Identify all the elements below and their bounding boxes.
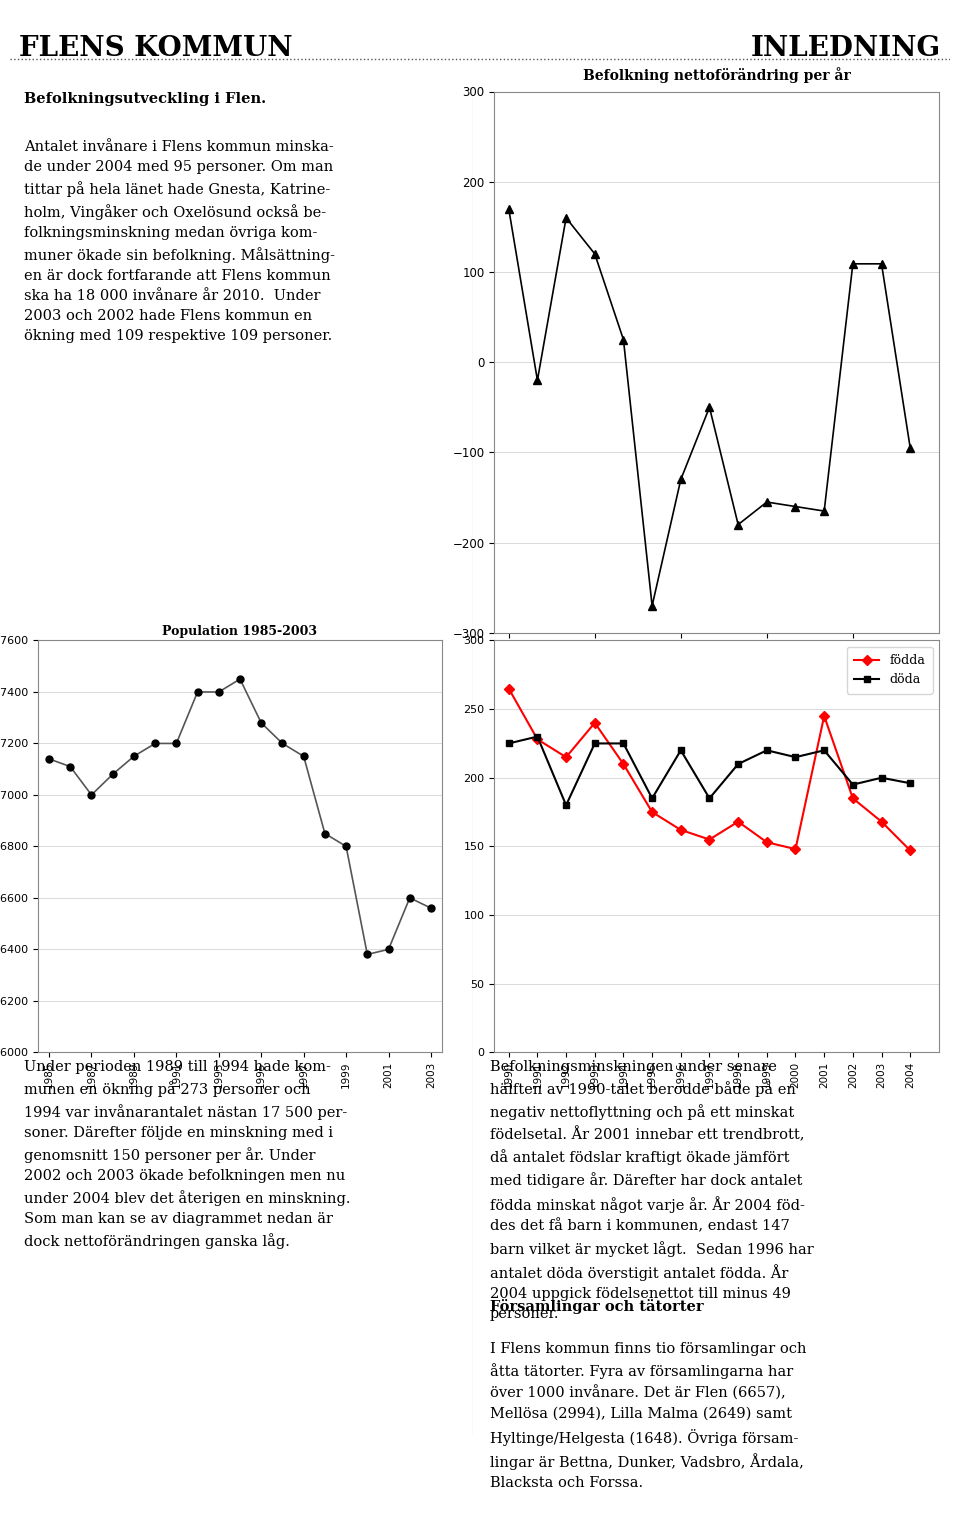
Legend: födda, döda: födda, döda: [847, 647, 932, 694]
Text: Antalet invånare i Flens kommun minska-
de under 2004 med 95 personer. Om man
ti: Antalet invånare i Flens kommun minska- …: [24, 140, 335, 343]
Title: Befolkning nettoförändring per år: Befolkning nettoförändring per år: [583, 67, 851, 84]
Title: Population 1985-2003: Population 1985-2003: [162, 625, 318, 637]
Line: födda: födda: [505, 685, 914, 854]
födda: [617, 755, 629, 773]
födda: [819, 706, 830, 724]
födda: [732, 813, 744, 831]
Text: I Flens kommun finns tio församlingar och
åtta tätorter. Fyra av församlingarna : I Flens kommun finns tio församlingar oc…: [490, 1342, 806, 1490]
födda: [904, 842, 916, 860]
Text: Församlingar och tätorter: Församlingar och tätorter: [490, 1299, 704, 1315]
födda: [532, 730, 543, 749]
Text: Befolkningsutveckling i Flen.: Befolkningsutveckling i Flen.: [24, 92, 266, 105]
döda: [646, 788, 658, 807]
födda: [704, 830, 715, 848]
döda: [617, 734, 629, 752]
födda: [790, 840, 802, 859]
födda: [847, 788, 858, 807]
döda: [675, 741, 686, 759]
döda: [847, 775, 858, 793]
födda: [675, 820, 686, 839]
födda: [761, 833, 773, 851]
döda: [503, 734, 515, 752]
döda: [761, 741, 773, 759]
döda: [790, 747, 802, 766]
födda: [503, 679, 515, 697]
Text: INLEDNING: INLEDNING: [751, 35, 941, 63]
döda: [819, 741, 830, 759]
födda: [646, 802, 658, 820]
döda: [732, 755, 744, 773]
döda: [904, 775, 916, 793]
födda: [876, 813, 887, 831]
födda: [561, 747, 572, 766]
Text: Befolkningsminskningen under senare
hälften av 1990-talet berodde både på en
neg: Befolkningsminskningen under senare hälf…: [490, 1060, 813, 1321]
döda: [561, 796, 572, 814]
döda: [704, 788, 715, 807]
döda: [876, 769, 887, 787]
Text: Under perioden 1989 till 1994 hade kom-
munen en ökning på 273 personer och
1994: Under perioden 1989 till 1994 hade kom- …: [24, 1060, 350, 1249]
Line: döda: döda: [505, 734, 914, 808]
födda: [589, 714, 601, 732]
döda: [589, 734, 601, 752]
Text: FLENS KOMMUN: FLENS KOMMUN: [19, 35, 293, 63]
döda: [532, 727, 543, 746]
